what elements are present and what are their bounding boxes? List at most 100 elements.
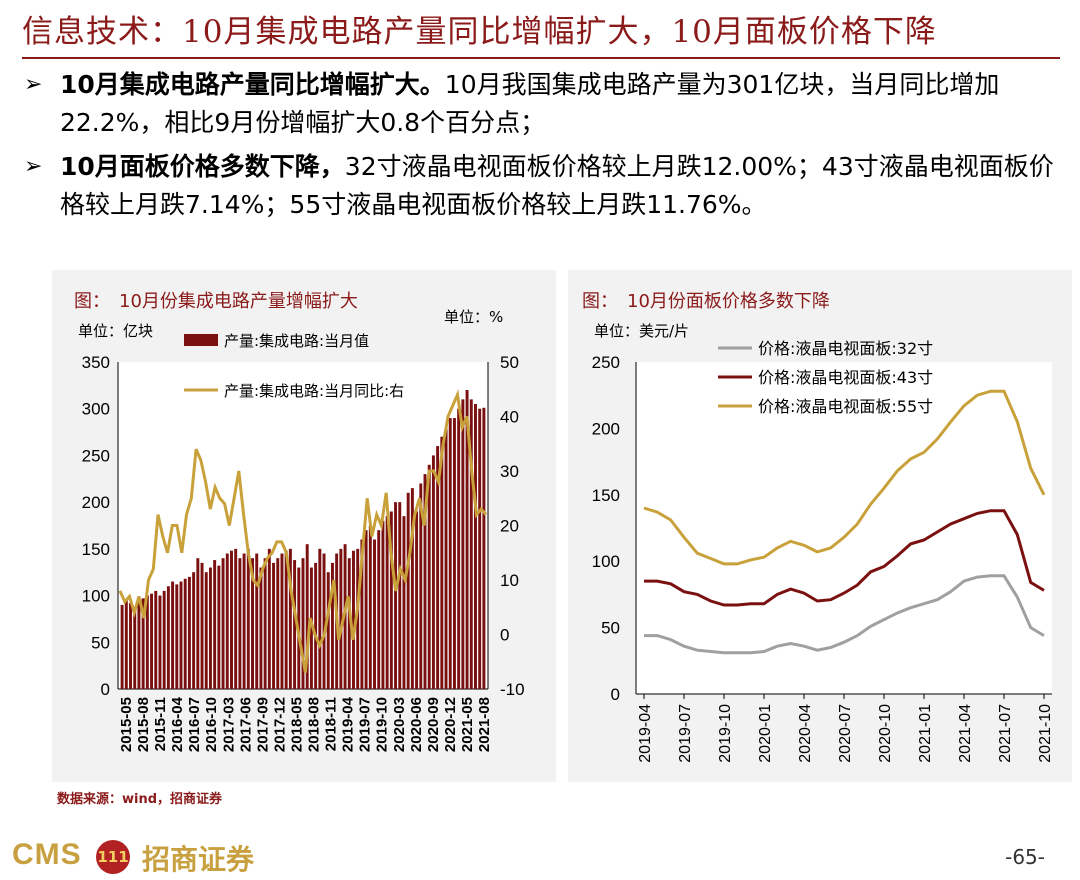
legend-bar-swatch — [184, 334, 218, 346]
right-axis-unit: 单位：% — [444, 308, 504, 326]
bar — [356, 548, 360, 689]
bar — [478, 408, 482, 689]
chart-title: 图： 10月份面板价格多数下降 — [582, 291, 830, 312]
bar — [465, 390, 469, 689]
x-tick-label: 2015-11 — [152, 697, 169, 751]
bar — [415, 511, 419, 689]
bar — [440, 436, 444, 689]
bar — [457, 408, 461, 689]
x-tick-label: 2021-10 — [1037, 704, 1054, 763]
x-tick-label: 2015-08 — [135, 697, 152, 752]
legend-label: 价格:液晶电视面板:55寸 — [758, 397, 933, 416]
company-name: 招商证券 — [142, 843, 255, 876]
bar — [423, 474, 427, 689]
legend-label: 价格:液晶电视面板:43寸 — [758, 368, 933, 387]
x-tick-label: 2020-07 — [837, 704, 854, 763]
bar — [234, 548, 238, 689]
bar — [368, 525, 372, 689]
bar — [385, 516, 389, 689]
bar — [377, 530, 381, 689]
x-tick-label: 2017-09 — [254, 697, 271, 752]
bar — [175, 584, 179, 689]
x-tick-label: 2021-08 — [476, 697, 493, 752]
x-tick-label: 2019-04 — [340, 696, 357, 752]
x-tick-label: 2021-01 — [917, 704, 934, 763]
bar — [444, 427, 448, 689]
bar — [293, 560, 297, 689]
x-tick-label: 2021-04 — [957, 704, 974, 763]
chart-title: 图： 10月份集成电路产量增幅扩大 — [74, 291, 358, 312]
bar — [427, 464, 431, 689]
right-tick-label: 30 — [500, 462, 519, 481]
bullet-text: 10月我国集成电路产量为301亿块，当月同比增加22.2%，相比9月份增幅扩大0… — [60, 70, 1000, 137]
left-tick-label: 100 — [82, 587, 110, 606]
bar — [330, 562, 334, 689]
yoy-line — [118, 389, 488, 673]
bar — [238, 558, 242, 689]
x-tick-label: 2019-10 — [717, 704, 734, 763]
bar — [326, 572, 330, 689]
bar — [284, 550, 288, 689]
left-axis-unit: 单位：亿块 — [78, 322, 154, 340]
x-tick-label: 2020-12 — [442, 697, 459, 752]
bar — [373, 539, 376, 689]
x-tick-label: 2019-07 — [357, 697, 374, 752]
right-tick-label: 10 — [500, 571, 519, 590]
cms-logo: CMS — [12, 838, 82, 871]
bar — [120, 604, 124, 689]
bar — [242, 553, 246, 689]
bar — [129, 603, 132, 689]
bar — [448, 418, 452, 689]
bullet-ic-production: ➢ 10月集成电路产量同比增幅扩大。10月我国集成电路产量为301亿块，当月同比… — [24, 66, 1060, 142]
bar — [150, 593, 154, 689]
bar — [318, 548, 322, 689]
right-tick-label: 0 — [500, 626, 509, 645]
bar — [133, 606, 137, 689]
x-tick-label: 2019-07 — [677, 704, 694, 763]
bar — [288, 548, 292, 689]
page-title: 信息技术：10月集成电路产量同比增幅扩大，10月面板价格下降 — [22, 14, 937, 50]
bar — [305, 544, 309, 689]
bar — [360, 539, 364, 689]
left-tick-label: 250 — [82, 446, 110, 465]
data-source: 数据来源：wind，招商证券 — [57, 792, 223, 807]
logo-badge-icon: 111 — [96, 840, 130, 874]
x-tick-label: 2020-04 — [797, 704, 814, 763]
y-tick-label: 150 — [592, 486, 620, 505]
bar — [398, 502, 402, 689]
y-tick-label: 100 — [592, 552, 620, 571]
x-tick-label: 2019-04 — [637, 704, 654, 763]
x-tick-label: 2017-12 — [271, 697, 288, 752]
title-divider — [22, 57, 1060, 59]
left-tick-label: 300 — [82, 400, 110, 419]
x-tick-label: 2018-05 — [288, 697, 305, 752]
bar — [217, 565, 221, 689]
bar — [162, 590, 166, 689]
bar — [410, 488, 414, 689]
bar — [154, 590, 158, 689]
plot-area — [636, 362, 1052, 694]
bar — [183, 578, 187, 689]
y-tick-label: 250 — [592, 353, 620, 372]
bar — [192, 572, 196, 689]
x-tick-label: 2021-07 — [997, 704, 1014, 763]
panel-price-chart-panel: 图： 10月份面板价格多数下降 单位：美元/片 250 200 150 100 50 0 2… — [568, 270, 1072, 782]
bar — [352, 550, 355, 689]
bar — [394, 502, 398, 689]
right-tick-label: 50 — [500, 353, 519, 372]
bar — [204, 572, 208, 689]
x-tick-label: 2020-01 — [757, 704, 774, 763]
legend-line-label: 产量:集成电路:当月同比:右 — [224, 382, 404, 400]
bar — [259, 567, 263, 689]
bar — [469, 399, 473, 689]
x-tick-label: 2017-03 — [220, 697, 237, 752]
bar — [339, 548, 343, 689]
bar — [263, 558, 267, 689]
bar — [158, 595, 162, 689]
x-tick-label: 2020-03 — [391, 697, 408, 752]
y-tick-label: 0 — [611, 685, 620, 704]
x-tick-label: 2016-07 — [186, 697, 203, 752]
bar — [402, 516, 406, 689]
x-tick-label: 2019-10 — [374, 697, 391, 752]
left-tick-label: 50 — [91, 633, 110, 652]
